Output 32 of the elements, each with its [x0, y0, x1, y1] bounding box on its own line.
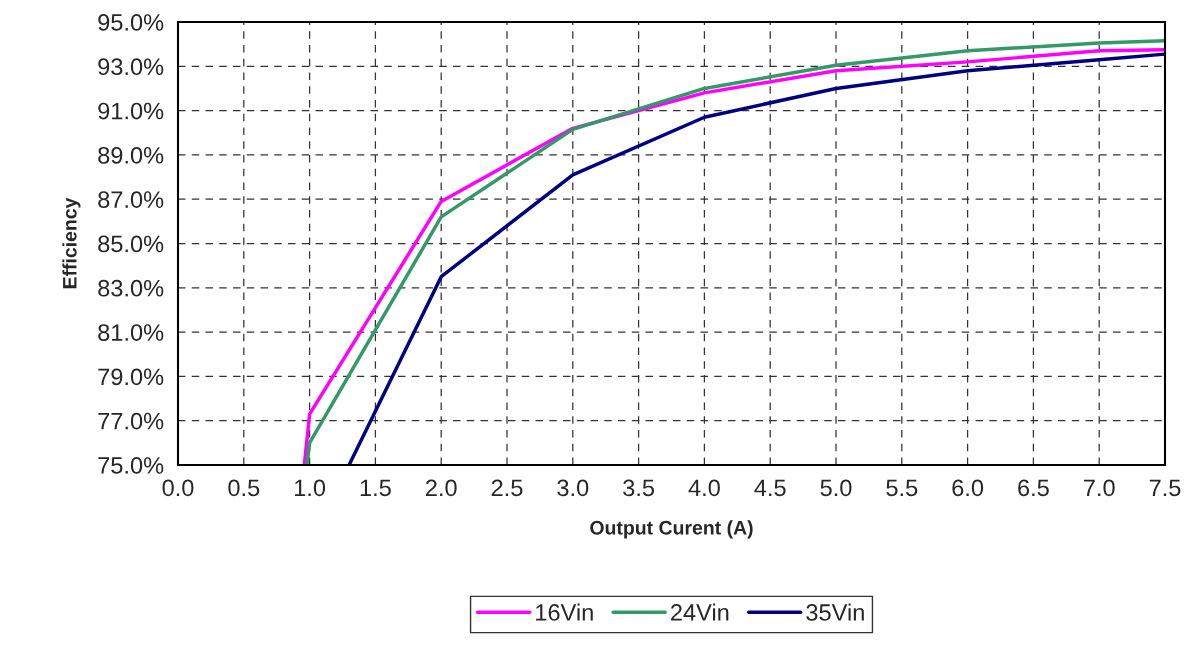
x-tick-label: 5.0: [820, 479, 852, 497]
x-tick-label: 1.0: [294, 479, 326, 497]
x-tick-label: 4.0: [688, 479, 720, 497]
x-tick-label: 2.5: [491, 479, 523, 497]
y-tick-label: 77.0%: [98, 412, 164, 430]
y-tick-label: 75.0%: [98, 457, 164, 474]
x-tick-label: 3.0: [557, 479, 589, 497]
y-tick-label: 91.0%: [98, 102, 164, 120]
x-tick-label: 6.0: [952, 479, 984, 497]
legend-label: 35Vin: [806, 603, 864, 621]
x-tick-label: 0.0: [162, 479, 194, 497]
y-tick-label: 93.0%: [98, 58, 164, 76]
y-tick-label: 81.0%: [98, 324, 164, 341]
y-tick-label: 95.0%: [98, 14, 164, 31]
y-tick-label: 85.0%: [98, 235, 164, 253]
x-tick-label: 1.5: [360, 479, 391, 497]
x-tick-label: 2.0: [425, 479, 457, 497]
legend-label: 24Vin: [671, 603, 729, 621]
y-tick-label: 83.0%: [98, 279, 164, 297]
x-axis-title: Output Curent (A): [590, 520, 753, 539]
x-tick-label: 6.5: [1018, 479, 1049, 497]
y-tick-label: 87.0%: [98, 191, 164, 208]
x-tick-label: 4.5: [754, 479, 786, 497]
legend-label: 16Vin: [536, 603, 593, 621]
x-tick-label: 5.5: [886, 479, 918, 497]
y-axis-title: Efficiency: [62, 197, 81, 289]
y-tick-label: 79.0%: [98, 368, 164, 386]
x-tick-label: 7.0: [1084, 479, 1115, 497]
x-tick-label: 7.5: [1149, 479, 1181, 497]
y-tick-label: 89.0%: [98, 146, 164, 164]
x-tick-label: 0.5: [228, 479, 260, 497]
x-tick-label: 3.5: [623, 479, 655, 497]
